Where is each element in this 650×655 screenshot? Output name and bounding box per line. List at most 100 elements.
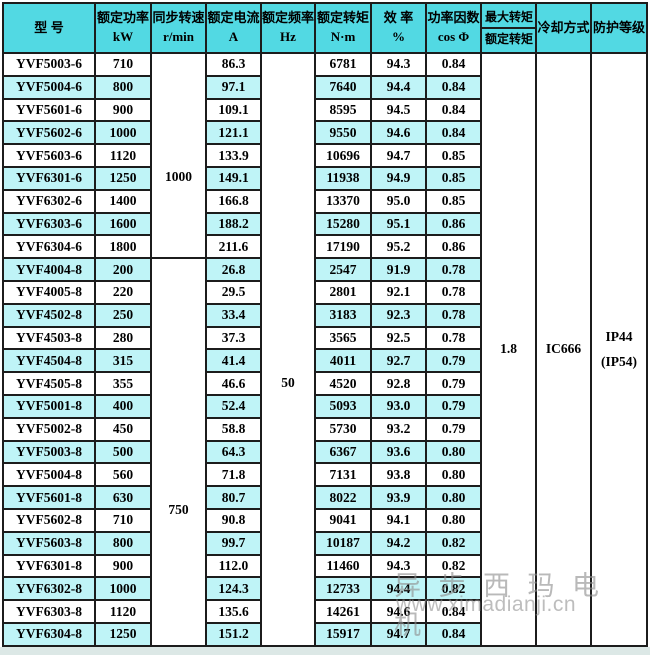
cell-model: YVF5602-6 [2,120,96,146]
cell-rated-power: 280 [94,325,152,351]
cell-power-factor: 0.78 [425,325,482,351]
cell-rated-current: 26.8 [205,257,262,282]
cell-rated-power: 1250 [94,621,152,647]
cell-rated-torque: 14261 [314,599,372,624]
cell-rated-torque: 3183 [314,302,372,328]
header-cooling: 冷却方式 [535,2,592,54]
cell-rated-current: 99.7 [205,530,262,556]
cell-power-factor: 0.82 [425,530,482,556]
cell-rated-power: 1120 [94,143,152,168]
cell-efficiency: 93.2 [370,416,427,442]
protection-line-1: IP44 [605,329,633,345]
table-row: YVF4004-8 200 750 26.8 2547 91.9 0.78 [2,257,647,647]
cell-rated-power: 710 [94,507,152,533]
cell-power-factor: 0.84 [425,621,482,647]
cell-rated-power: 200 [94,257,152,282]
table-row: YVF5003-8 500 64.3 6367 93.6 0.80 [2,439,647,465]
header-rated-torque: 额定转矩 N·m [314,2,372,54]
cell-rated-torque: 6367 [314,439,372,465]
cell-power-factor: 0.84 [425,97,482,123]
cell-efficiency: 94.6 [370,599,427,624]
cell-model: YVF4503-8 [2,325,96,351]
cell-model: YVF5001-8 [2,393,96,419]
cell-model: YVF5601-6 [2,97,96,123]
cell-model: YVF6302-6 [2,188,96,214]
cell-rated-current: 112.0 [205,553,262,579]
table-row: YVF5603-8 800 99.7 10187 94.2 0.82 [2,530,647,556]
cell-rated-power: 560 [94,462,152,488]
cell-rated-power: 800 [94,74,152,100]
table-row: YVF6304-8 1250 151.2 15917 94.7 0.84 [2,621,647,647]
protection-line-2: (IP54) [601,354,637,370]
cell-rated-power: 1800 [94,234,152,260]
cell-power-factor: 0.86 [425,211,482,237]
cell-rated-current: 64.3 [205,439,262,465]
cell-rated-torque: 8022 [314,485,372,510]
header-model: 型 号 [2,2,96,54]
cell-rated-current: 29.5 [205,279,262,305]
cell-torque-ratio: 1.8 [480,52,537,647]
cell-efficiency: 95.1 [370,211,427,237]
cell-power-factor: 0.78 [425,302,482,328]
table-row: YVF5004-6 800 97.1 7640 94.4 0.84 [2,74,647,100]
cell-power-factor: 0.79 [425,393,482,419]
cell-efficiency: 94.4 [370,74,427,100]
cell-rated-torque: 3565 [314,325,372,351]
motor-spec-table: 型 号 额定功率 kW 同步转速 r/min 额定电流 A 额定频率 Hz 额定转矩 N·… [2,2,648,647]
cell-rated-torque: 11460 [314,553,372,579]
table-row: YVF6304-6 1800 211.6 17190 95.2 0.86 [2,234,647,260]
cell-rated-power: 630 [94,485,152,510]
cell-rated-power: 1000 [94,576,152,602]
cell-rated-current: 133.9 [205,143,262,168]
cell-model: YVF6303-6 [2,211,96,237]
cell-efficiency: 93.8 [370,462,427,488]
cell-power-factor: 0.82 [425,576,482,602]
cell-rated-power: 900 [94,553,152,579]
header-row: 型 号 额定功率 kW 同步转速 r/min 额定电流 A 额定频率 Hz 额定转矩 N·… [2,2,648,54]
cell-rated-current: 124.3 [205,576,262,602]
cell-rated-torque: 8595 [314,97,372,123]
cell-sync-speed-750: 750 [150,257,207,647]
cell-model: YVF4005-8 [2,279,96,305]
cell-rated-torque: 9041 [314,507,372,533]
cell-efficiency: 91.9 [370,257,427,282]
cell-power-factor: 0.80 [425,462,482,488]
cell-power-factor: 0.80 [425,439,482,465]
cell-rated-current: 33.4 [205,302,262,328]
header-sync-speed: 同步转速 r/min [150,2,207,54]
table-row: YVF5002-8 450 58.8 5730 93.2 0.79 [2,416,647,442]
table-row: YVF4504-8 315 41.4 4011 92.7 0.79 [2,348,647,374]
table-row: YVF6303-6 1600 188.2 15280 95.1 0.86 [2,211,647,237]
cell-rated-power: 400 [94,393,152,419]
table-row: YVF5601-6 900 109.1 8595 94.5 0.84 [2,97,647,123]
cell-rated-torque: 7131 [314,462,372,488]
header-efficiency: 效 率% [370,2,427,54]
cell-rated-torque: 12733 [314,576,372,602]
cell-rated-current: 109.1 [205,97,262,123]
cell-model: YVF6301-6 [2,165,96,191]
cell-model: YVF5003-6 [2,52,96,77]
cell-rated-power: 315 [94,348,152,374]
cell-rated-torque: 10187 [314,530,372,556]
cell-efficiency: 93.0 [370,393,427,419]
cell-model: YVF5603-6 [2,143,96,168]
bottom-margin-strip [0,647,650,655]
cell-efficiency: 92.7 [370,348,427,374]
cell-rated-current: 188.2 [205,211,262,237]
cell-model: YVF4504-8 [2,348,96,374]
cell-power-factor: 0.84 [425,599,482,624]
cell-model: YVF5601-8 [2,485,96,510]
cell-rated-power: 900 [94,97,152,123]
cell-rated-current: 41.4 [205,348,262,374]
cell-rated-current: 46.6 [205,371,262,396]
cell-rated-current: 71.8 [205,462,262,488]
cell-efficiency: 94.5 [370,97,427,123]
table-row: YVF6303-8 1120 135.6 14261 94.6 0.84 [2,599,647,624]
cell-rated-torque: 10696 [314,143,372,168]
cell-model: YVF5603-8 [2,530,96,556]
cell-model: YVF4502-8 [2,302,96,328]
cell-rated-current: 135.6 [205,599,262,624]
cell-rated-power: 250 [94,302,152,328]
cell-power-factor: 0.84 [425,120,482,146]
cell-model: YVF5004-6 [2,74,96,100]
